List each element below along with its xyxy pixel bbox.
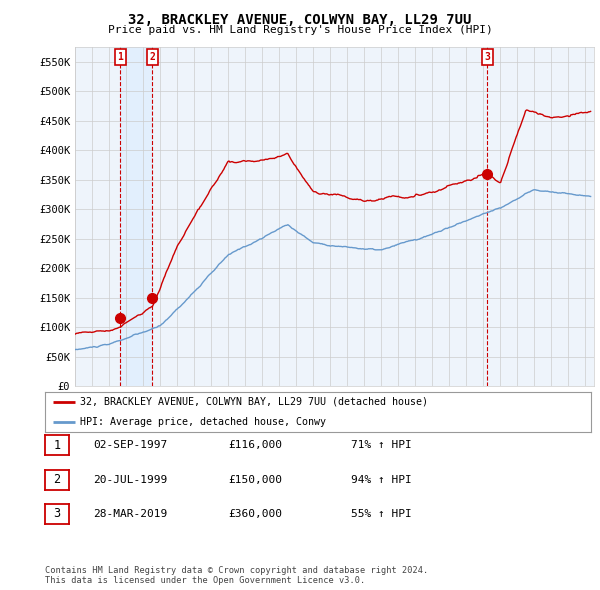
Text: 71% ↑ HPI: 71% ↑ HPI — [351, 441, 412, 450]
Text: 32, BRACKLEY AVENUE, COLWYN BAY, LL29 7UU (detached house): 32, BRACKLEY AVENUE, COLWYN BAY, LL29 7U… — [80, 397, 428, 407]
Text: 2: 2 — [149, 53, 155, 63]
Text: 3: 3 — [53, 507, 61, 520]
Text: 94% ↑ HPI: 94% ↑ HPI — [351, 475, 412, 484]
Text: 1: 1 — [118, 53, 124, 63]
Text: £116,000: £116,000 — [228, 441, 282, 450]
Text: This data is licensed under the Open Government Licence v3.0.: This data is licensed under the Open Gov… — [45, 576, 365, 585]
Bar — [121, 47, 152, 386]
Text: £150,000: £150,000 — [228, 475, 282, 484]
Text: 28-MAR-2019: 28-MAR-2019 — [93, 509, 167, 519]
Text: 32, BRACKLEY AVENUE, COLWYN BAY, LL29 7UU: 32, BRACKLEY AVENUE, COLWYN BAY, LL29 7U… — [128, 13, 472, 27]
Text: £360,000: £360,000 — [228, 509, 282, 519]
Text: Price paid vs. HM Land Registry's House Price Index (HPI): Price paid vs. HM Land Registry's House … — [107, 25, 493, 35]
Text: 2: 2 — [53, 473, 61, 486]
Text: 55% ↑ HPI: 55% ↑ HPI — [351, 509, 412, 519]
Text: 02-SEP-1997: 02-SEP-1997 — [93, 441, 167, 450]
Text: 3: 3 — [485, 53, 490, 63]
Text: 1: 1 — [53, 439, 61, 452]
Text: 20-JUL-1999: 20-JUL-1999 — [93, 475, 167, 484]
Text: Contains HM Land Registry data © Crown copyright and database right 2024.: Contains HM Land Registry data © Crown c… — [45, 566, 428, 575]
Text: HPI: Average price, detached house, Conwy: HPI: Average price, detached house, Conw… — [80, 417, 326, 427]
